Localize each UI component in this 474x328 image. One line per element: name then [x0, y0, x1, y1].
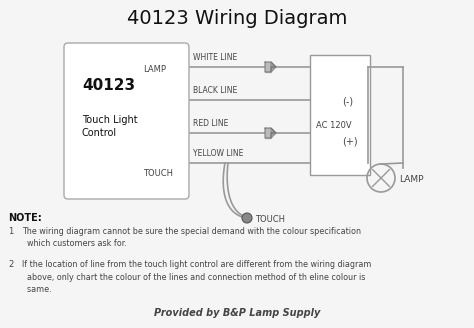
Text: WHITE LINE: WHITE LINE: [193, 53, 237, 62]
Text: If the location of line from the touch light control are different from the wiri: If the location of line from the touch l…: [22, 260, 371, 294]
Text: LAMP: LAMP: [399, 175, 423, 184]
FancyBboxPatch shape: [64, 43, 189, 199]
Text: (-): (-): [342, 96, 353, 106]
Text: 1: 1: [8, 227, 13, 236]
Text: BLACK LINE: BLACK LINE: [193, 86, 237, 95]
Text: 2: 2: [8, 260, 13, 269]
Polygon shape: [271, 128, 276, 138]
Text: The wiring diagram cannot be sure the special demand with the colour specificati: The wiring diagram cannot be sure the sp…: [22, 227, 361, 249]
Text: Provided by B&P Lamp Supply: Provided by B&P Lamp Supply: [154, 308, 320, 318]
Text: Touch Light
Control: Touch Light Control: [82, 115, 137, 138]
Text: NOTE:: NOTE:: [8, 213, 42, 223]
Text: AC 120V: AC 120V: [316, 120, 352, 130]
Text: TOUCH: TOUCH: [255, 215, 285, 223]
Text: TOUCH: TOUCH: [143, 169, 173, 177]
Text: RED LINE: RED LINE: [193, 119, 228, 128]
Bar: [310, 55, 370, 175]
Polygon shape: [265, 128, 271, 138]
Text: LAMP: LAMP: [143, 65, 166, 73]
Text: (+): (+): [342, 136, 357, 146]
Text: 40123 Wiring Diagram: 40123 Wiring Diagram: [127, 9, 347, 28]
Polygon shape: [265, 62, 271, 72]
Polygon shape: [271, 62, 276, 72]
Circle shape: [242, 213, 252, 223]
Text: 40123: 40123: [82, 77, 135, 92]
Text: YELLOW LINE: YELLOW LINE: [193, 149, 243, 158]
